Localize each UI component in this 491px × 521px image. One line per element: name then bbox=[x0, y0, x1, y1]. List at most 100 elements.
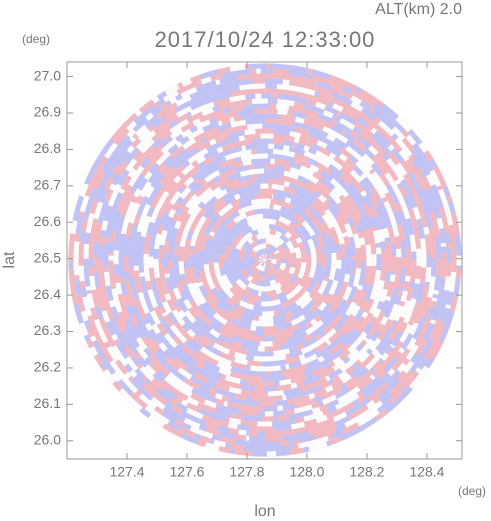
echo-segment bbox=[147, 289, 155, 299]
echo-segment bbox=[280, 119, 295, 127]
echo-segment bbox=[404, 275, 411, 282]
y-tick-label: 26.6 bbox=[34, 213, 61, 229]
echo-segment bbox=[291, 65, 308, 74]
echo-segment bbox=[284, 323, 300, 334]
echo-segment bbox=[321, 77, 334, 86]
echo-segment bbox=[164, 333, 178, 349]
echo-segment bbox=[331, 124, 343, 135]
echo-segment bbox=[179, 410, 189, 419]
echo-segment bbox=[447, 200, 454, 206]
echo-segment bbox=[193, 416, 207, 426]
echo-segment bbox=[172, 161, 182, 170]
echo-segment bbox=[175, 105, 193, 118]
echo-segment bbox=[162, 113, 179, 127]
echo-segment bbox=[249, 325, 257, 331]
echo-segment bbox=[252, 245, 260, 253]
echo-segment bbox=[208, 212, 216, 220]
echo-segment bbox=[302, 377, 315, 386]
altitude-label: ALT(km) 2.0 bbox=[375, 1, 462, 18]
echo-segment bbox=[309, 358, 320, 367]
echo-segment bbox=[230, 162, 238, 170]
echo-segment bbox=[70, 225, 77, 235]
echo-segment bbox=[159, 378, 176, 393]
echo-segment bbox=[399, 267, 407, 284]
echo-segment bbox=[225, 385, 230, 392]
echo-segment bbox=[250, 277, 258, 285]
echo-segment bbox=[288, 276, 302, 293]
echo-segment bbox=[306, 287, 313, 294]
echo-segment bbox=[265, 260, 271, 265]
echo-segment bbox=[99, 362, 106, 370]
echo-segment bbox=[128, 247, 135, 264]
echo-segment bbox=[334, 423, 347, 433]
echo-segment bbox=[284, 114, 289, 121]
echo-segment bbox=[154, 271, 160, 279]
echo-segment bbox=[169, 138, 179, 147]
echo-segment bbox=[122, 293, 131, 307]
echo-segment bbox=[241, 343, 252, 351]
echo-segment bbox=[419, 153, 432, 168]
echo-segment bbox=[379, 217, 388, 230]
echo-segment bbox=[221, 213, 237, 228]
echo-segment bbox=[193, 433, 202, 441]
echo-segment bbox=[247, 244, 254, 251]
echo-segment bbox=[372, 381, 383, 392]
echo-segment bbox=[287, 396, 306, 405]
echo-segment bbox=[334, 387, 351, 400]
echo-segment bbox=[174, 304, 183, 313]
echo-segment bbox=[313, 266, 321, 279]
echo-segment bbox=[308, 220, 321, 237]
echo-segment bbox=[208, 247, 215, 255]
echo-segment bbox=[325, 248, 332, 267]
echo-segment bbox=[167, 219, 177, 234]
echo-segment bbox=[148, 345, 158, 355]
echo-segment bbox=[133, 245, 140, 263]
echo-segment bbox=[328, 170, 344, 185]
echo-segment bbox=[429, 169, 440, 184]
echo-segment bbox=[227, 145, 243, 155]
echo-segment bbox=[336, 259, 342, 269]
echo-segment bbox=[294, 246, 302, 259]
echo-segment bbox=[116, 216, 125, 234]
echo-segment bbox=[279, 262, 287, 271]
echo-segment bbox=[415, 286, 425, 304]
echo-segment bbox=[321, 280, 328, 288]
echo-segment bbox=[202, 159, 219, 172]
echo-segment bbox=[302, 194, 316, 207]
echo-segment bbox=[183, 287, 190, 293]
echo-segment bbox=[408, 183, 419, 199]
echo-segment bbox=[218, 310, 233, 323]
echo-segment bbox=[206, 141, 224, 153]
echo-segment bbox=[299, 295, 313, 309]
echo-segment bbox=[439, 279, 446, 285]
echo-segment bbox=[376, 400, 392, 414]
echo-segment bbox=[189, 74, 202, 84]
echo-segment bbox=[370, 155, 380, 164]
echo-segment bbox=[178, 246, 185, 256]
echo-segment bbox=[158, 316, 172, 333]
echo-segment bbox=[285, 294, 292, 301]
echo-segment bbox=[122, 384, 133, 396]
echo-segment bbox=[313, 395, 323, 403]
echo-segment bbox=[150, 105, 164, 117]
echo-segment bbox=[307, 99, 317, 107]
echo-segment bbox=[276, 414, 289, 422]
echo-segment bbox=[291, 75, 307, 83]
echo-segment bbox=[267, 108, 278, 115]
echo-segment bbox=[348, 365, 364, 379]
echo-segment bbox=[325, 390, 334, 399]
echo-segment bbox=[301, 220, 313, 232]
echo-segment bbox=[314, 357, 332, 371]
echo-segment bbox=[204, 331, 220, 344]
echo-segment bbox=[198, 424, 208, 432]
echo-segment bbox=[351, 285, 358, 291]
echo-segment bbox=[445, 195, 453, 203]
echo-segment bbox=[338, 146, 352, 159]
echo-segment bbox=[348, 408, 363, 420]
echo-segment bbox=[189, 316, 197, 324]
echo-segment bbox=[179, 342, 186, 349]
echo-segment bbox=[435, 181, 442, 187]
echo-segment bbox=[414, 196, 425, 213]
echo-segment bbox=[200, 435, 212, 444]
echo-segment bbox=[144, 405, 160, 418]
